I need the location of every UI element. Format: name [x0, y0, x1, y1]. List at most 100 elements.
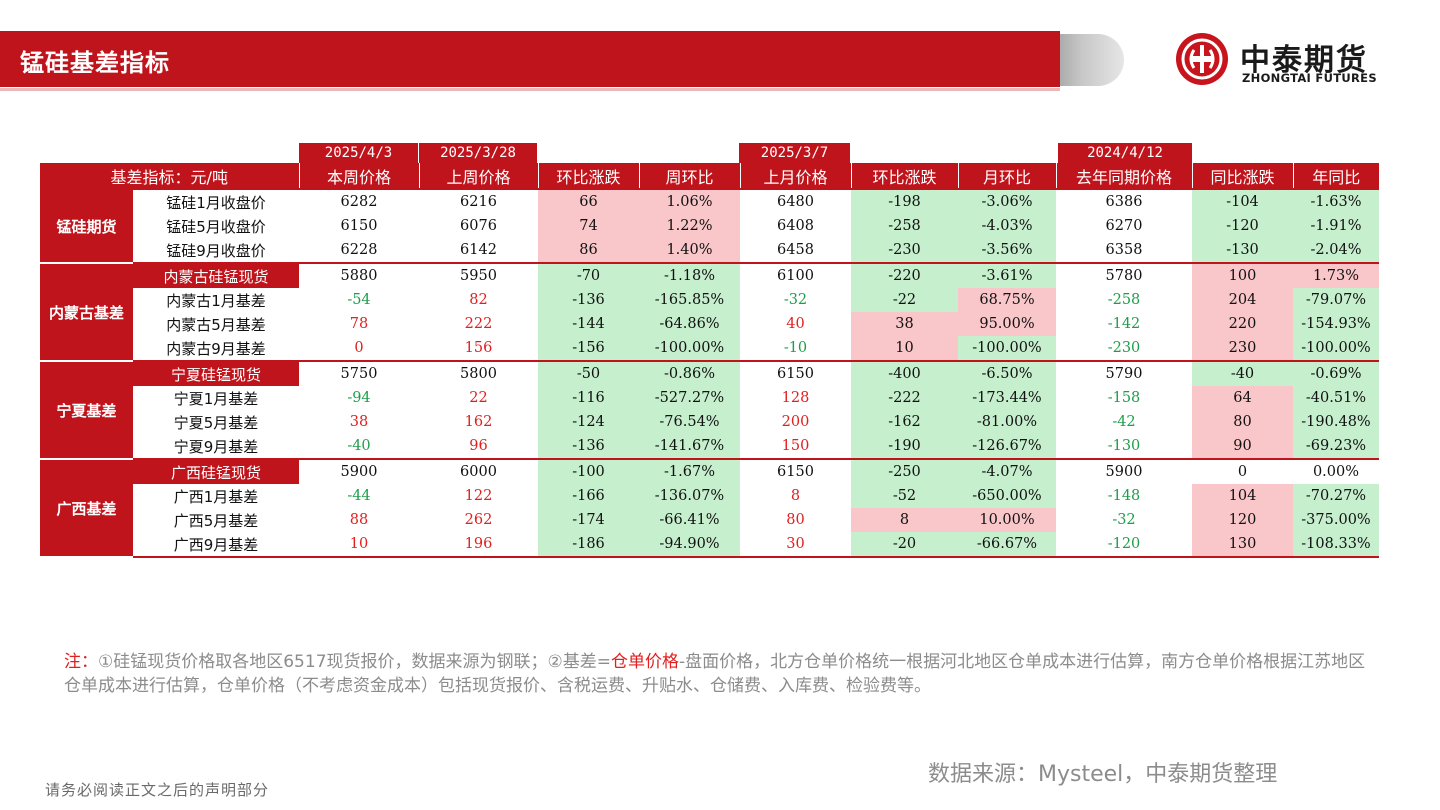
cell-yearly-pct: -108.33% [1293, 532, 1379, 557]
company-logo: 中泰期货 ZHONGTAI FUTURES [1176, 33, 1406, 89]
header-yearly-pct: 年同比 [1293, 163, 1379, 189]
cell-last-year-price: 5790 [1056, 361, 1192, 386]
cell-yearly-change: 104 [1192, 484, 1293, 508]
table-header-row: 基差指标：元/吨 本周价格 上周价格 环比涨跌 周环比 上月价格 环比涨跌 月环… [40, 163, 1379, 189]
group-label: 宁夏基差 [40, 361, 133, 459]
cell-last-week-price: 96 [419, 434, 538, 459]
cell-monthly-change: -198 [851, 189, 958, 214]
cell-yearly-pct: -70.27% [1293, 484, 1379, 508]
cell-this-week-price: 10 [299, 532, 419, 557]
row-label: 宁夏硅锰现货 [133, 361, 299, 386]
cell-weekly-pct: -100.00% [639, 336, 740, 361]
cell-monthly-change: -22 [851, 288, 958, 312]
table-row: 广西5月基差 88 262 -174 -66.41% 80 8 10.00% -32 120 -37… [40, 508, 1379, 532]
title-underline [0, 88, 1060, 91]
cell-this-week-price: 6150 [299, 214, 419, 238]
cell-last-week-price: 5950 [419, 263, 538, 288]
cell-last-year-price: -42 [1056, 410, 1192, 434]
cell-this-week-price: 5900 [299, 459, 419, 484]
cell-last-week-price: 6142 [419, 238, 538, 263]
cell-this-week-price: -54 [299, 288, 419, 312]
header-weekly-pct: 周环比 [639, 163, 740, 189]
cell-last-month-price: 6408 [740, 214, 851, 238]
cell-yearly-pct: -2.04% [1293, 238, 1379, 263]
cell-monthly-change: -400 [851, 361, 958, 386]
cell-weekly-pct: -0.86% [639, 361, 740, 386]
table-row: 宁夏1月基差 -94 22 -116 -527.27% 128 -222 -173.44% -1… [40, 386, 1379, 410]
cell-monthly-pct: -4.07% [958, 459, 1056, 484]
cell-yearly-pct: -375.00% [1293, 508, 1379, 532]
cell-monthly-pct: -81.00% [958, 410, 1056, 434]
header-last-month-price: 上月价格 [740, 163, 851, 189]
cell-monthly-pct: -4.03% [958, 214, 1056, 238]
cell-yearly-change: 204 [1192, 288, 1293, 312]
cell-monthly-change: 10 [851, 336, 958, 361]
cell-last-month-price: 80 [740, 508, 851, 532]
cell-weekly-change: 66 [538, 189, 639, 214]
cell-monthly-pct: -66.67% [958, 532, 1056, 557]
cell-weekly-pct: -94.90% [639, 532, 740, 557]
cell-weekly-change: -144 [538, 312, 639, 336]
cell-monthly-change: -20 [851, 532, 958, 557]
cell-last-week-price: 82 [419, 288, 538, 312]
cell-yearly-change: -120 [1192, 214, 1293, 238]
cell-monthly-pct: -3.06% [958, 189, 1056, 214]
row-label: 广西1月基差 [133, 484, 299, 508]
cell-this-week-price: 5880 [299, 263, 419, 288]
cell-yearly-change: 0 [1192, 459, 1293, 484]
cell-yearly-pct: -190.48% [1293, 410, 1379, 434]
cell-yearly-change: 80 [1192, 410, 1293, 434]
header-last-year-price: 去年同期价格 [1056, 163, 1192, 189]
cell-monthly-pct: 68.75% [958, 288, 1056, 312]
cell-monthly-pct: -3.61% [958, 263, 1056, 288]
footnote: 注：①硅锰现货价格取各地区6517现货报价，数据来源为钢联；②基差=仓单价格-盘… [64, 650, 1374, 698]
cell-last-year-price: -230 [1056, 336, 1192, 361]
table-row: 广西1月基差 -44 122 -166 -136.07% 8 -52 -650.00% -148… [40, 484, 1379, 508]
cell-last-year-price: 6270 [1056, 214, 1192, 238]
cell-yearly-pct: -69.23% [1293, 434, 1379, 459]
disclaimer: 请务必阅读正文之后的声明部分 [45, 779, 269, 800]
cell-yearly-pct: -0.69% [1293, 361, 1379, 386]
cell-weekly-change: -166 [538, 484, 639, 508]
cell-last-month-price: 6150 [740, 459, 851, 484]
cell-this-week-price: 78 [299, 312, 419, 336]
cell-last-week-price: 6000 [419, 459, 538, 484]
cell-last-year-price: -158 [1056, 386, 1192, 410]
cell-last-year-price: -120 [1056, 532, 1192, 557]
cell-yearly-change: 64 [1192, 386, 1293, 410]
cell-monthly-pct: -6.50% [958, 361, 1056, 386]
cell-monthly-pct: -100.00% [958, 336, 1056, 361]
cell-monthly-change: 38 [851, 312, 958, 336]
row-label: 广西9月基差 [133, 532, 299, 557]
cell-yearly-pct: -79.07% [1293, 288, 1379, 312]
group-label: 内蒙古基差 [40, 263, 133, 361]
header-monthly-change: 环比涨跌 [851, 163, 958, 189]
date-last-month: 2025/3/7 [739, 143, 850, 163]
cell-last-week-price: 262 [419, 508, 538, 532]
cell-last-month-price: 6100 [740, 263, 851, 288]
cell-last-week-price: 196 [419, 532, 538, 557]
cell-monthly-change: -190 [851, 434, 958, 459]
cell-last-year-price: 5900 [1056, 459, 1192, 484]
cell-weekly-pct: 1.22% [639, 214, 740, 238]
cell-last-week-price: 122 [419, 484, 538, 508]
cell-this-week-price: -94 [299, 386, 419, 410]
footnote-part1: ①硅锰现货价格取各地区6517现货报价，数据来源为钢联；②基差= [98, 652, 611, 672]
cell-last-year-price: -32 [1056, 508, 1192, 532]
cell-last-year-price: -148 [1056, 484, 1192, 508]
group-label: 广西基差 [40, 459, 133, 557]
cell-weekly-change: -50 [538, 361, 639, 386]
cell-last-year-price: -142 [1056, 312, 1192, 336]
header-unit: 基差指标：元/吨 [40, 163, 299, 189]
cell-last-month-price: 6150 [740, 361, 851, 386]
cell-yearly-pct: -1.91% [1293, 214, 1379, 238]
row-label: 锰硅1月收盘价 [133, 189, 299, 214]
table-row: 内蒙古1月基差 -54 82 -136 -165.85% -32 -22 68.75% -258… [40, 288, 1379, 312]
row-label: 广西5月基差 [133, 508, 299, 532]
date-last-week: 2025/3/28 [419, 143, 537, 163]
cell-yearly-change: 100 [1192, 263, 1293, 288]
table-row: 内蒙古基差 内蒙古硅锰现货 5880 5950 -70 -1.18% 6100 -220 -3.… [40, 263, 1379, 288]
table-row: 广西9月基差 10 196 -186 -94.90% 30 -20 -66.67% -120 13… [40, 532, 1379, 557]
cell-yearly-pct: 0.00% [1293, 459, 1379, 484]
cell-this-week-price: 88 [299, 508, 419, 532]
